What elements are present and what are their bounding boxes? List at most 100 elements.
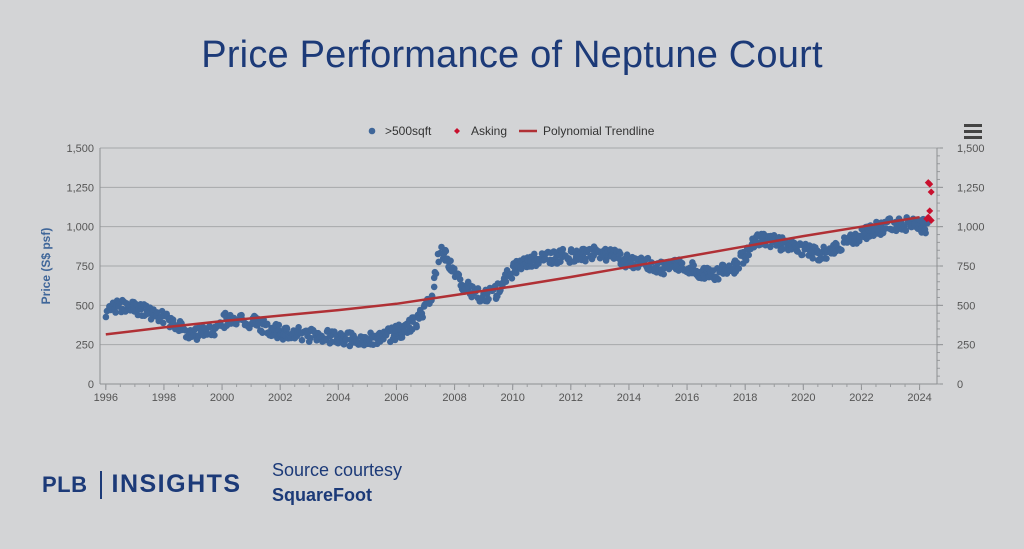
scatter-point xyxy=(447,257,454,265)
legend-marker-transactions xyxy=(368,127,376,135)
brand-logo-right: INSIGHTS xyxy=(111,470,242,498)
x-tick-label: 2020 xyxy=(791,392,815,404)
y-tick-label-left: 500 xyxy=(76,300,94,312)
scatter-point xyxy=(823,255,830,262)
scatter-point xyxy=(559,245,567,253)
y-tick-label-right: 0 xyxy=(957,379,963,391)
scatter-point xyxy=(582,255,589,263)
scatter-point xyxy=(159,319,167,327)
scatter-point xyxy=(678,259,686,267)
scatter-point xyxy=(742,257,750,264)
page-title: Price Performance of Neptune Court xyxy=(201,34,823,76)
scatter-point xyxy=(508,275,516,282)
legend-marker-asking xyxy=(454,128,460,134)
y-tick-label-right: 1,250 xyxy=(957,182,985,194)
x-tick-label: 2002 xyxy=(268,392,292,404)
y-tick-label-left: 1,250 xyxy=(66,182,94,194)
hamburger-menu-icon[interactable] xyxy=(964,124,982,139)
x-tick-label: 2000 xyxy=(210,392,234,404)
scatter-series xyxy=(102,214,931,350)
scatter-point xyxy=(413,323,420,331)
y-tick-label-right: 1,000 xyxy=(957,222,985,234)
scatter-point xyxy=(307,334,314,342)
scatter-point xyxy=(531,250,538,258)
scatter-point xyxy=(541,255,549,263)
brand-divider xyxy=(99,470,102,499)
scatter-point xyxy=(418,310,426,317)
scatter-point xyxy=(238,311,245,319)
scatter-point xyxy=(474,285,482,292)
x-tick-label: 2010 xyxy=(500,392,524,404)
x-tick-label: 1996 xyxy=(94,392,118,404)
scatter-point xyxy=(715,276,722,283)
chart-axes xyxy=(99,147,943,390)
x-tick-label: 2004 xyxy=(326,392,350,404)
scatter-point xyxy=(799,251,806,259)
x-tick-label: 2012 xyxy=(559,392,583,404)
scatter-point xyxy=(211,331,218,339)
x-tick-label: 2008 xyxy=(442,392,466,404)
legend-label-asking[interactable]: Asking xyxy=(471,124,507,138)
chart-tick-labels: 0 0 250 250 500 500 750 750 1,000 1,000 1,250 1,250… xyxy=(66,143,984,404)
scatter-point xyxy=(112,309,119,316)
scatter-point xyxy=(328,338,335,346)
y-tick-label-left: 750 xyxy=(76,261,94,273)
trendline-series xyxy=(105,215,920,336)
asking-point xyxy=(926,207,934,215)
scatter-point xyxy=(206,323,214,331)
scatter-point xyxy=(432,270,440,278)
scatter-point xyxy=(275,321,283,329)
x-tick-label: 2014 xyxy=(617,392,641,404)
y-tick-label-left: 1,000 xyxy=(66,222,94,234)
legend-label-transactions[interactable]: >500sqft xyxy=(385,124,432,138)
scatter-point xyxy=(690,262,697,269)
scatter-point xyxy=(502,278,510,286)
y-tick-label-left: 0 xyxy=(88,379,94,391)
scatter-point xyxy=(430,283,438,291)
scatter-point xyxy=(660,270,667,278)
scatter-point xyxy=(745,251,752,259)
scatter-point xyxy=(485,295,492,303)
x-tick-label: 2024 xyxy=(907,392,931,404)
source-line-1: Source courtesy xyxy=(272,460,403,480)
scatter-point xyxy=(456,276,464,283)
asking-point xyxy=(927,188,935,196)
x-tick-label: 2022 xyxy=(849,392,873,404)
scatter-point xyxy=(483,290,491,298)
legend-label-trendline[interactable]: Polynomial Trendline xyxy=(543,124,655,138)
scatter-point xyxy=(512,269,520,277)
scatter-point xyxy=(391,336,399,344)
scatter-point xyxy=(342,335,350,343)
y-tick-label-right: 250 xyxy=(957,340,975,352)
scatter-point xyxy=(767,243,774,251)
scatter-point xyxy=(922,229,929,237)
y-tick-label-left: 1,500 xyxy=(66,143,94,155)
x-tick-label: 2006 xyxy=(384,392,408,404)
scatter-point xyxy=(259,329,266,337)
scatter-point xyxy=(298,336,306,344)
y-tick-label-right: 1,500 xyxy=(957,143,985,155)
scatter-point xyxy=(264,320,271,328)
scatter-point xyxy=(902,227,910,234)
scatter-point xyxy=(102,313,110,321)
scatter-point xyxy=(809,254,816,262)
brand-logo-left: PLB xyxy=(42,471,88,497)
y-tick-label-right: 500 xyxy=(957,300,975,312)
chart-legend: >500sqft Asking Polynomial Trendline xyxy=(368,124,655,138)
scatter-point xyxy=(617,250,624,258)
scatter-point xyxy=(734,259,741,267)
y-axis-label: Price (S$ psf) xyxy=(39,228,53,305)
source-credit: Source courtesy SquareFoot xyxy=(272,460,402,506)
scatter-point xyxy=(886,215,894,222)
y-tick-label-left: 250 xyxy=(76,340,94,352)
scatter-point xyxy=(283,325,291,332)
x-tick-label: 2018 xyxy=(733,392,757,404)
asking-series xyxy=(923,179,935,224)
asking-point xyxy=(926,180,934,188)
trendline xyxy=(105,215,920,336)
scatter-point xyxy=(449,265,457,273)
y-tick-label-right: 750 xyxy=(957,261,975,273)
x-tick-label: 1998 xyxy=(152,392,176,404)
source-line-2: SquareFoot xyxy=(272,485,373,505)
